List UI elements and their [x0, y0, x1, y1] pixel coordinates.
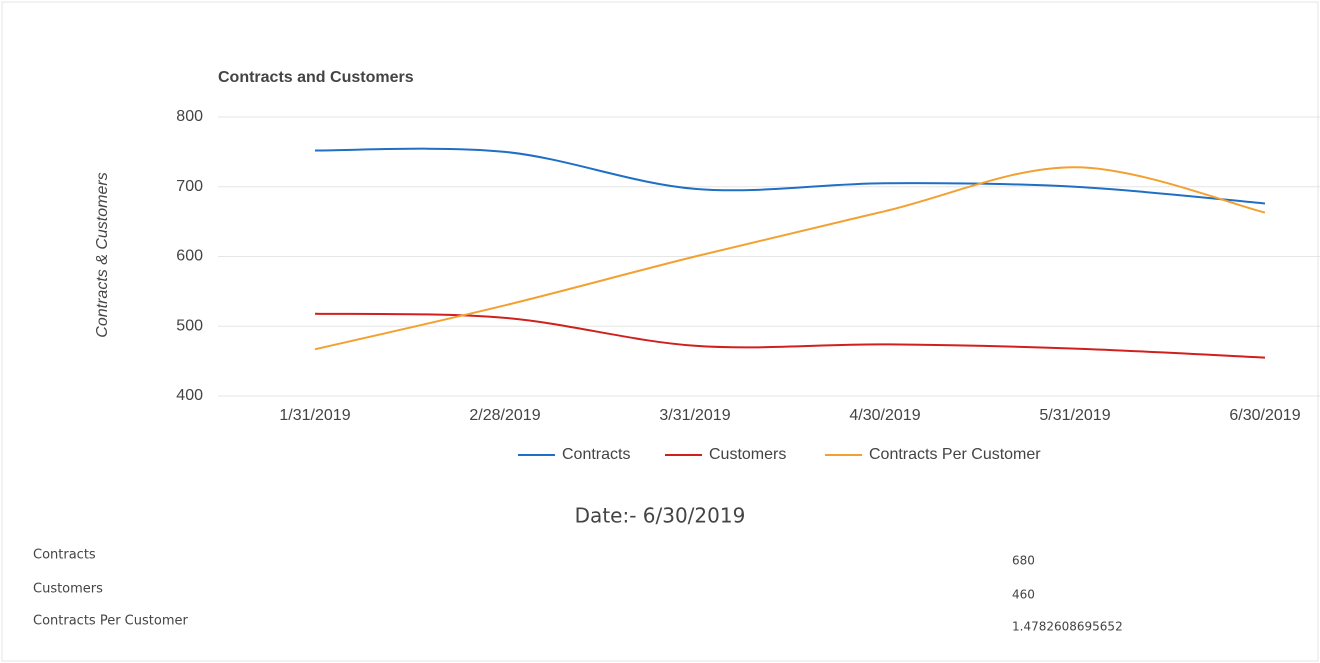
y-axis-label: Contracts & Customers: [94, 172, 111, 337]
legend-label: Customers: [709, 446, 786, 463]
y-tick-label: 500: [176, 317, 203, 334]
legend-label: Contracts Per Customer: [869, 446, 1041, 463]
series-line: [314, 312, 1266, 359]
y-tick-label: 600: [176, 248, 203, 265]
summary-label: Contracts Per Customer: [33, 614, 188, 629]
y-tick-label: 400: [176, 387, 203, 404]
x-tick-label: 4/30/2019: [849, 407, 920, 424]
x-tick-label: 3/31/2019: [659, 407, 730, 424]
summary-label: Contracts: [33, 548, 96, 563]
x-tick-label: 1/31/2019: [279, 407, 350, 424]
summary-value: 680: [1012, 554, 1035, 568]
chart-title: Contracts and Customers: [218, 69, 414, 86]
x-tick-label: 2/28/2019: [469, 407, 540, 424]
x-tick-label: 6/30/2019: [1229, 407, 1300, 424]
summary-value: 460: [1012, 588, 1035, 602]
x-tick-label: 5/31/2019: [1039, 407, 1110, 424]
summary-title: Date:- 6/30/2019: [575, 504, 746, 528]
series-line: [314, 166, 1266, 351]
y-tick-label: 800: [176, 108, 203, 125]
summary-label: Customers: [33, 582, 103, 597]
legend-label: Contracts: [562, 446, 630, 463]
summary-value: 1.4782608695652: [1012, 620, 1123, 634]
series-line: [314, 147, 1266, 205]
y-tick-label: 700: [176, 178, 203, 195]
